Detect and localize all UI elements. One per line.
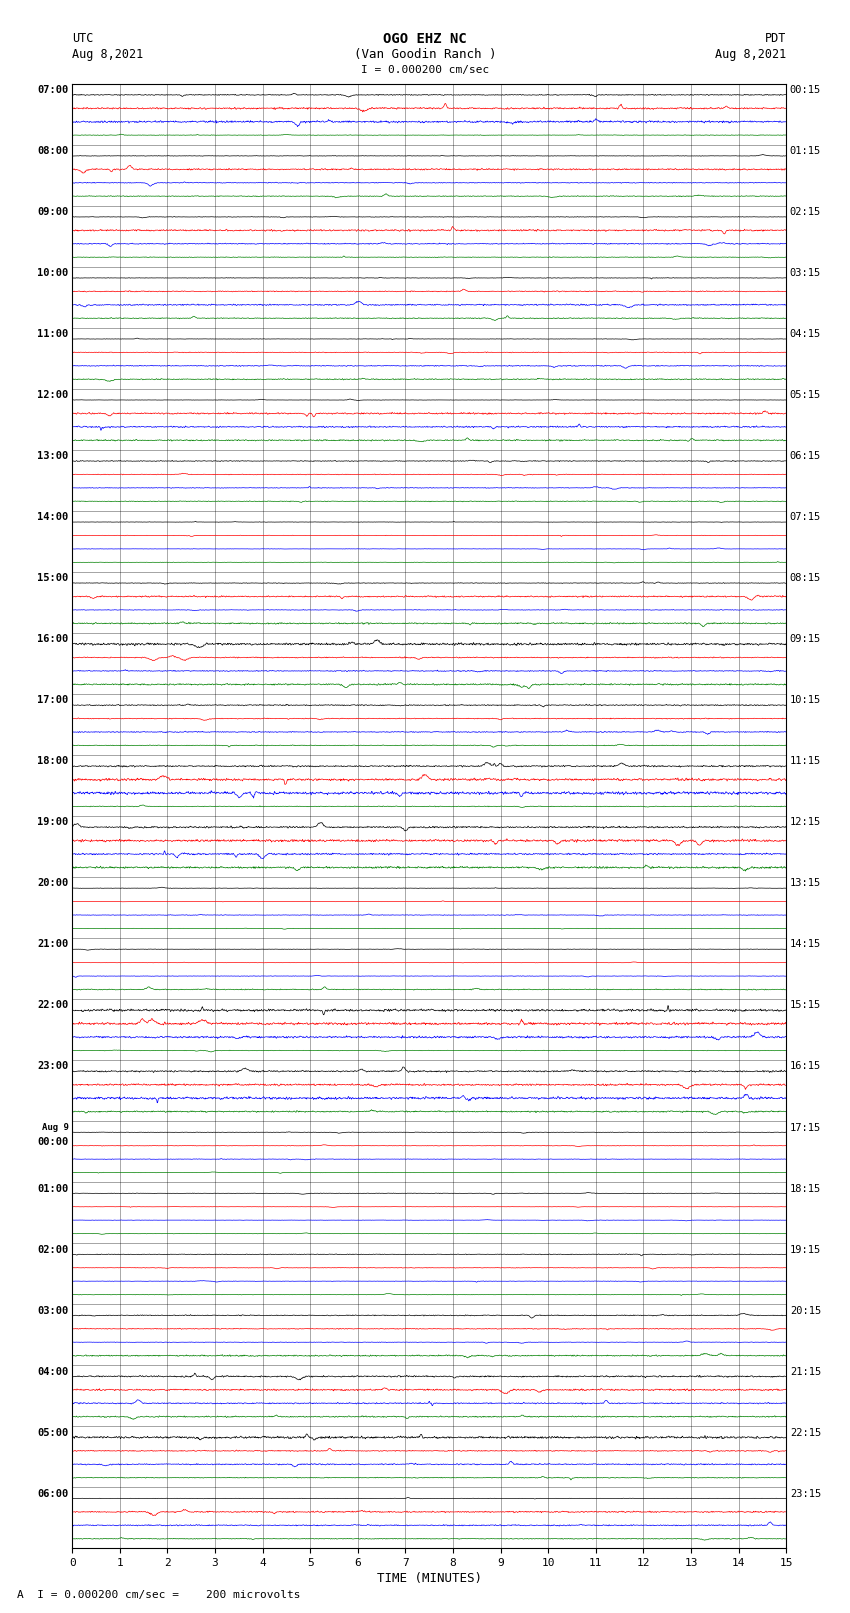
Text: 17:00: 17:00 [37, 695, 69, 705]
Text: 07:15: 07:15 [790, 513, 821, 523]
Text: 04:00: 04:00 [37, 1366, 69, 1376]
Text: 21:00: 21:00 [37, 939, 69, 950]
Text: 16:15: 16:15 [790, 1061, 821, 1071]
Text: OGO EHZ NC: OGO EHZ NC [383, 32, 467, 47]
Text: 19:00: 19:00 [37, 818, 69, 827]
Text: 22:15: 22:15 [790, 1428, 821, 1437]
Text: 10:00: 10:00 [37, 268, 69, 277]
Text: 05:00: 05:00 [37, 1428, 69, 1437]
Text: 11:15: 11:15 [790, 756, 821, 766]
Text: Aug 8,2021: Aug 8,2021 [72, 48, 144, 61]
Text: 08:15: 08:15 [790, 573, 821, 584]
Text: (Van Goodin Ranch ): (Van Goodin Ranch ) [354, 48, 496, 61]
Text: 13:00: 13:00 [37, 452, 69, 461]
Text: 02:00: 02:00 [37, 1245, 69, 1255]
Text: 00:15: 00:15 [790, 85, 821, 95]
Text: 15:00: 15:00 [37, 573, 69, 584]
Text: 01:00: 01:00 [37, 1184, 69, 1194]
Text: 18:15: 18:15 [790, 1184, 821, 1194]
Text: Aug 9: Aug 9 [42, 1123, 69, 1132]
Text: 00:00: 00:00 [37, 1137, 69, 1147]
X-axis label: TIME (MINUTES): TIME (MINUTES) [377, 1573, 482, 1586]
Text: 20:00: 20:00 [37, 879, 69, 889]
Text: I = 0.000200 cm/sec: I = 0.000200 cm/sec [361, 65, 489, 74]
Text: 20:15: 20:15 [790, 1305, 821, 1316]
Text: A  I = 0.000200 cm/sec =    200 microvolts: A I = 0.000200 cm/sec = 200 microvolts [17, 1590, 301, 1600]
Text: 15:15: 15:15 [790, 1000, 821, 1010]
Text: 06:00: 06:00 [37, 1489, 69, 1498]
Text: 07:00: 07:00 [37, 85, 69, 95]
Text: 10:15: 10:15 [790, 695, 821, 705]
Text: 16:00: 16:00 [37, 634, 69, 644]
Text: 14:15: 14:15 [790, 939, 821, 950]
Text: 04:15: 04:15 [790, 329, 821, 339]
Text: 12:00: 12:00 [37, 390, 69, 400]
Text: 19:15: 19:15 [790, 1245, 821, 1255]
Text: 03:15: 03:15 [790, 268, 821, 277]
Text: 21:15: 21:15 [790, 1366, 821, 1376]
Text: 23:00: 23:00 [37, 1061, 69, 1071]
Text: 08:00: 08:00 [37, 147, 69, 156]
Text: PDT: PDT [765, 32, 786, 45]
Text: 03:00: 03:00 [37, 1305, 69, 1316]
Text: 06:15: 06:15 [790, 452, 821, 461]
Text: 09:15: 09:15 [790, 634, 821, 644]
Text: 05:15: 05:15 [790, 390, 821, 400]
Text: 13:15: 13:15 [790, 879, 821, 889]
Text: UTC: UTC [72, 32, 94, 45]
Text: 23:15: 23:15 [790, 1489, 821, 1498]
Text: 09:00: 09:00 [37, 206, 69, 218]
Text: 18:00: 18:00 [37, 756, 69, 766]
Text: 01:15: 01:15 [790, 147, 821, 156]
Text: 17:15: 17:15 [790, 1123, 821, 1132]
Text: 11:00: 11:00 [37, 329, 69, 339]
Text: 02:15: 02:15 [790, 206, 821, 218]
Text: 14:00: 14:00 [37, 513, 69, 523]
Text: 22:00: 22:00 [37, 1000, 69, 1010]
Text: 12:15: 12:15 [790, 818, 821, 827]
Text: Aug 8,2021: Aug 8,2021 [715, 48, 786, 61]
